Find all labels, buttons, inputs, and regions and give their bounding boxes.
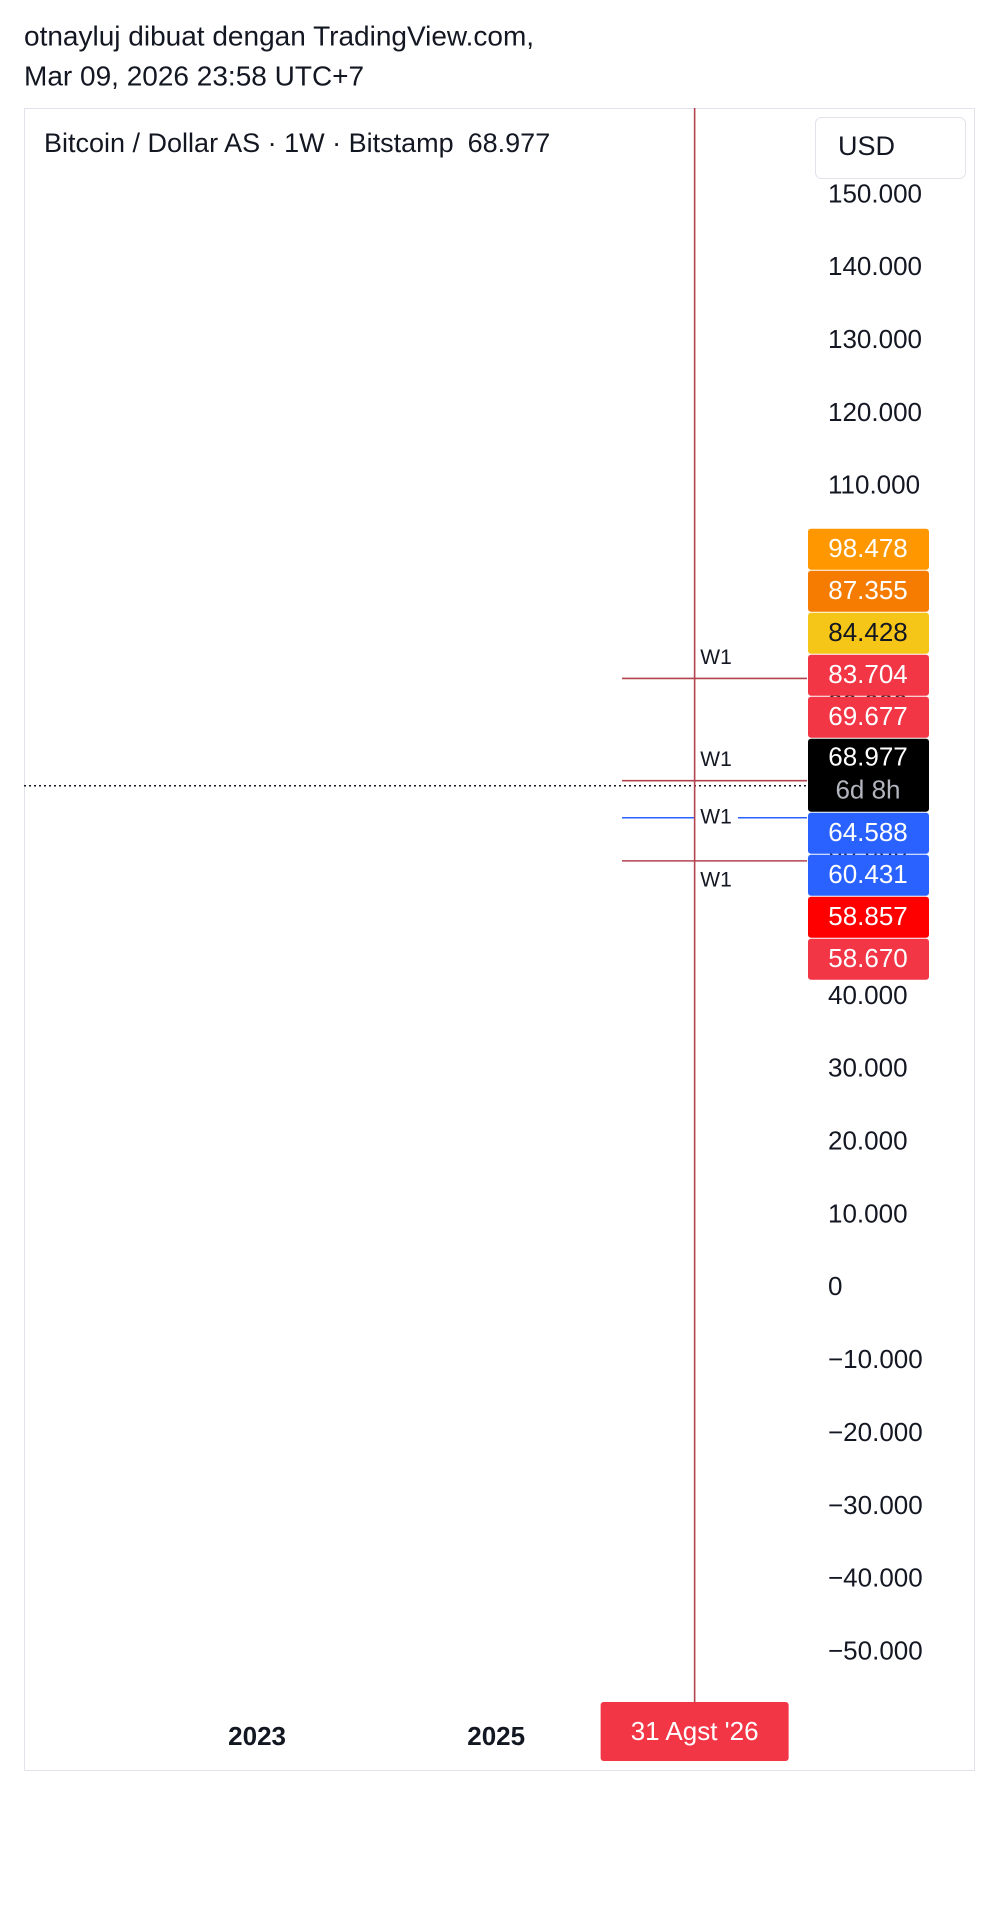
price-badge-label: 69.677 <box>828 701 908 731</box>
y-tick-label: 150.000 <box>828 178 922 208</box>
price-badge <box>808 612 929 654</box>
level-gap <box>694 805 738 830</box>
price-badge <box>808 696 929 738</box>
y-tick-label: 30.000 <box>828 1053 908 1083</box>
y-tick-label: −20.000 <box>828 1417 923 1447</box>
crosshair-label: 31 Agst '26 <box>631 1716 759 1746</box>
level-label: W1 <box>700 805 732 828</box>
legend-price: 68.977 <box>468 128 551 158</box>
plot-area <box>24 785 807 787</box>
y-tick-label: −50.000 <box>828 1636 923 1666</box>
pane-border <box>24 108 975 1771</box>
y-tick-label: 20.000 <box>828 1125 908 1155</box>
header-line: Mar 09, 2026 23:58 UTC+7 <box>24 60 364 91</box>
price-badge-label: 58.857 <box>828 901 908 931</box>
price-badge <box>808 654 929 696</box>
price-badge <box>808 938 929 980</box>
y-tick-label: 40.000 <box>828 980 908 1010</box>
price-badge-label: 87.355 <box>828 575 908 605</box>
level-label: W1 <box>700 646 732 669</box>
price-badge <box>808 528 929 570</box>
price-badge-label: 83.704 <box>828 659 908 689</box>
y-tick-label: 10.000 <box>828 1198 908 1228</box>
y-tick-label: 120.000 <box>828 397 922 427</box>
y-tick-label: 140.000 <box>828 251 922 281</box>
currency-button[interactable] <box>815 117 966 179</box>
price-badge <box>808 570 929 612</box>
header-line: otnayluj dibuat dengan TradingView.com, <box>24 20 534 51</box>
y-tick-label: 110.000 <box>828 470 920 500</box>
price-badge <box>808 812 929 854</box>
overlay: 150.000140.000130.000120.000110.000100.0… <box>228 108 929 1761</box>
y-tick-label: 130.000 <box>828 324 922 354</box>
y-tick-label: −30.000 <box>828 1490 923 1520</box>
x-tick-label: 2023 <box>228 1721 286 1751</box>
price-badge <box>808 854 929 896</box>
level-label: W1 <box>700 748 732 771</box>
level-label: W1 <box>700 868 732 891</box>
countdown-label: 6d 8h <box>835 775 900 805</box>
currency-label[interactable]: USD <box>838 131 895 161</box>
price-badge-label: 64.588 <box>828 817 908 847</box>
y-tick-label: −40.000 <box>828 1563 923 1593</box>
x-tick-label: 2025 <box>467 1721 525 1751</box>
y-tick-label: −10.000 <box>828 1344 923 1374</box>
price-badge <box>808 896 929 938</box>
chart-title: Bitcoin / Dollar AS · 1W · Bitstamp <box>44 128 454 158</box>
price-badge-label: 58.670 <box>828 943 908 973</box>
price-badge-label: 60.431 <box>828 859 908 889</box>
price-badge-label: 98.478 <box>828 533 908 563</box>
price-badge <box>808 738 929 812</box>
price-badge-label: 68.977 <box>828 742 908 772</box>
y-tick-label: 0 <box>828 1271 842 1301</box>
price-badge-label: 84.428 <box>828 617 908 647</box>
crosshair-badge <box>600 1702 789 1761</box>
